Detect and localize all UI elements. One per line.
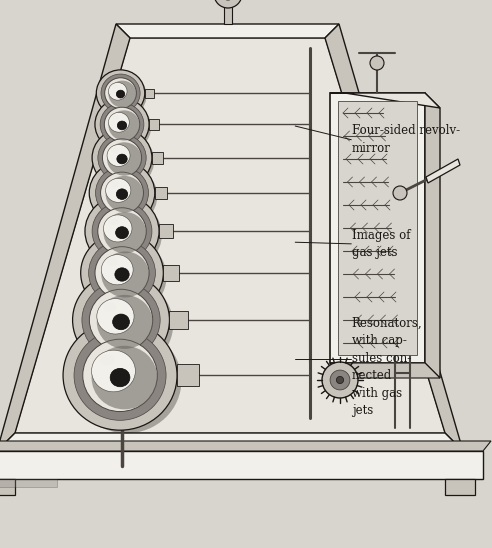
Ellipse shape (63, 321, 177, 430)
Ellipse shape (95, 167, 149, 219)
Ellipse shape (100, 103, 144, 146)
Polygon shape (152, 152, 163, 164)
Ellipse shape (110, 181, 119, 187)
Ellipse shape (81, 233, 163, 312)
Polygon shape (224, 0, 232, 24)
Polygon shape (0, 479, 57, 487)
Ellipse shape (97, 295, 153, 349)
Polygon shape (338, 101, 417, 355)
Ellipse shape (90, 289, 153, 351)
Polygon shape (0, 441, 491, 451)
Polygon shape (330, 93, 425, 363)
Ellipse shape (113, 314, 129, 330)
Ellipse shape (103, 212, 146, 253)
Polygon shape (426, 159, 460, 183)
Polygon shape (155, 186, 167, 199)
Ellipse shape (72, 328, 182, 433)
Ellipse shape (94, 165, 157, 226)
Polygon shape (149, 119, 159, 130)
Ellipse shape (74, 330, 166, 420)
Ellipse shape (92, 202, 152, 260)
Polygon shape (177, 364, 199, 386)
Polygon shape (0, 479, 15, 495)
Ellipse shape (106, 176, 144, 213)
Polygon shape (159, 224, 173, 238)
Polygon shape (330, 93, 440, 108)
Ellipse shape (110, 368, 130, 387)
Polygon shape (169, 311, 188, 329)
Polygon shape (116, 24, 339, 38)
Ellipse shape (89, 162, 155, 225)
Ellipse shape (103, 302, 117, 312)
Ellipse shape (105, 78, 136, 109)
Ellipse shape (92, 350, 135, 392)
Ellipse shape (92, 346, 157, 409)
Ellipse shape (98, 208, 146, 255)
Circle shape (337, 376, 343, 384)
Ellipse shape (96, 70, 145, 117)
Ellipse shape (99, 355, 115, 366)
Ellipse shape (100, 172, 144, 214)
Ellipse shape (97, 133, 154, 188)
Ellipse shape (107, 145, 130, 167)
Polygon shape (145, 89, 154, 98)
Ellipse shape (73, 273, 169, 367)
Ellipse shape (95, 247, 149, 299)
Ellipse shape (95, 99, 149, 150)
Polygon shape (445, 479, 475, 495)
Circle shape (330, 370, 350, 390)
Ellipse shape (107, 258, 118, 266)
Ellipse shape (108, 81, 136, 107)
Circle shape (393, 186, 407, 200)
Ellipse shape (106, 179, 131, 202)
Ellipse shape (99, 102, 151, 152)
Ellipse shape (83, 339, 157, 412)
Ellipse shape (98, 134, 146, 181)
Ellipse shape (117, 154, 127, 164)
Ellipse shape (85, 196, 159, 267)
Ellipse shape (87, 238, 166, 315)
Ellipse shape (111, 147, 119, 153)
Ellipse shape (91, 201, 162, 269)
Ellipse shape (108, 218, 119, 225)
Ellipse shape (116, 90, 125, 98)
Circle shape (370, 56, 384, 70)
Ellipse shape (116, 189, 128, 199)
Polygon shape (325, 24, 463, 451)
Ellipse shape (102, 139, 142, 177)
Text: Four-sided revolv-
mirror: Four-sided revolv- mirror (352, 124, 460, 155)
Ellipse shape (116, 227, 128, 239)
Ellipse shape (101, 255, 133, 285)
Ellipse shape (112, 115, 120, 119)
Circle shape (214, 0, 242, 8)
Ellipse shape (89, 241, 155, 305)
Polygon shape (163, 265, 179, 281)
Ellipse shape (92, 129, 152, 186)
Ellipse shape (108, 82, 127, 100)
Ellipse shape (115, 268, 129, 281)
Ellipse shape (104, 107, 140, 141)
Polygon shape (0, 433, 463, 451)
Ellipse shape (101, 74, 140, 112)
Text: Images of
gas jets: Images of gas jets (352, 229, 410, 259)
Ellipse shape (112, 84, 118, 89)
Circle shape (322, 362, 358, 398)
Text: Resonators,
with cap-
sules con-
nected
with gas
jets: Resonators, with cap- sules con- nected … (352, 317, 423, 418)
Ellipse shape (108, 112, 129, 132)
Ellipse shape (82, 282, 160, 358)
Ellipse shape (101, 252, 149, 298)
Ellipse shape (100, 73, 147, 118)
Polygon shape (0, 451, 483, 479)
Ellipse shape (107, 142, 142, 176)
Ellipse shape (117, 121, 127, 130)
Polygon shape (15, 38, 445, 433)
Ellipse shape (108, 110, 140, 140)
Polygon shape (425, 93, 440, 378)
Polygon shape (330, 363, 440, 378)
Ellipse shape (97, 299, 134, 334)
Ellipse shape (80, 280, 173, 369)
Ellipse shape (103, 215, 132, 242)
Polygon shape (0, 24, 130, 451)
